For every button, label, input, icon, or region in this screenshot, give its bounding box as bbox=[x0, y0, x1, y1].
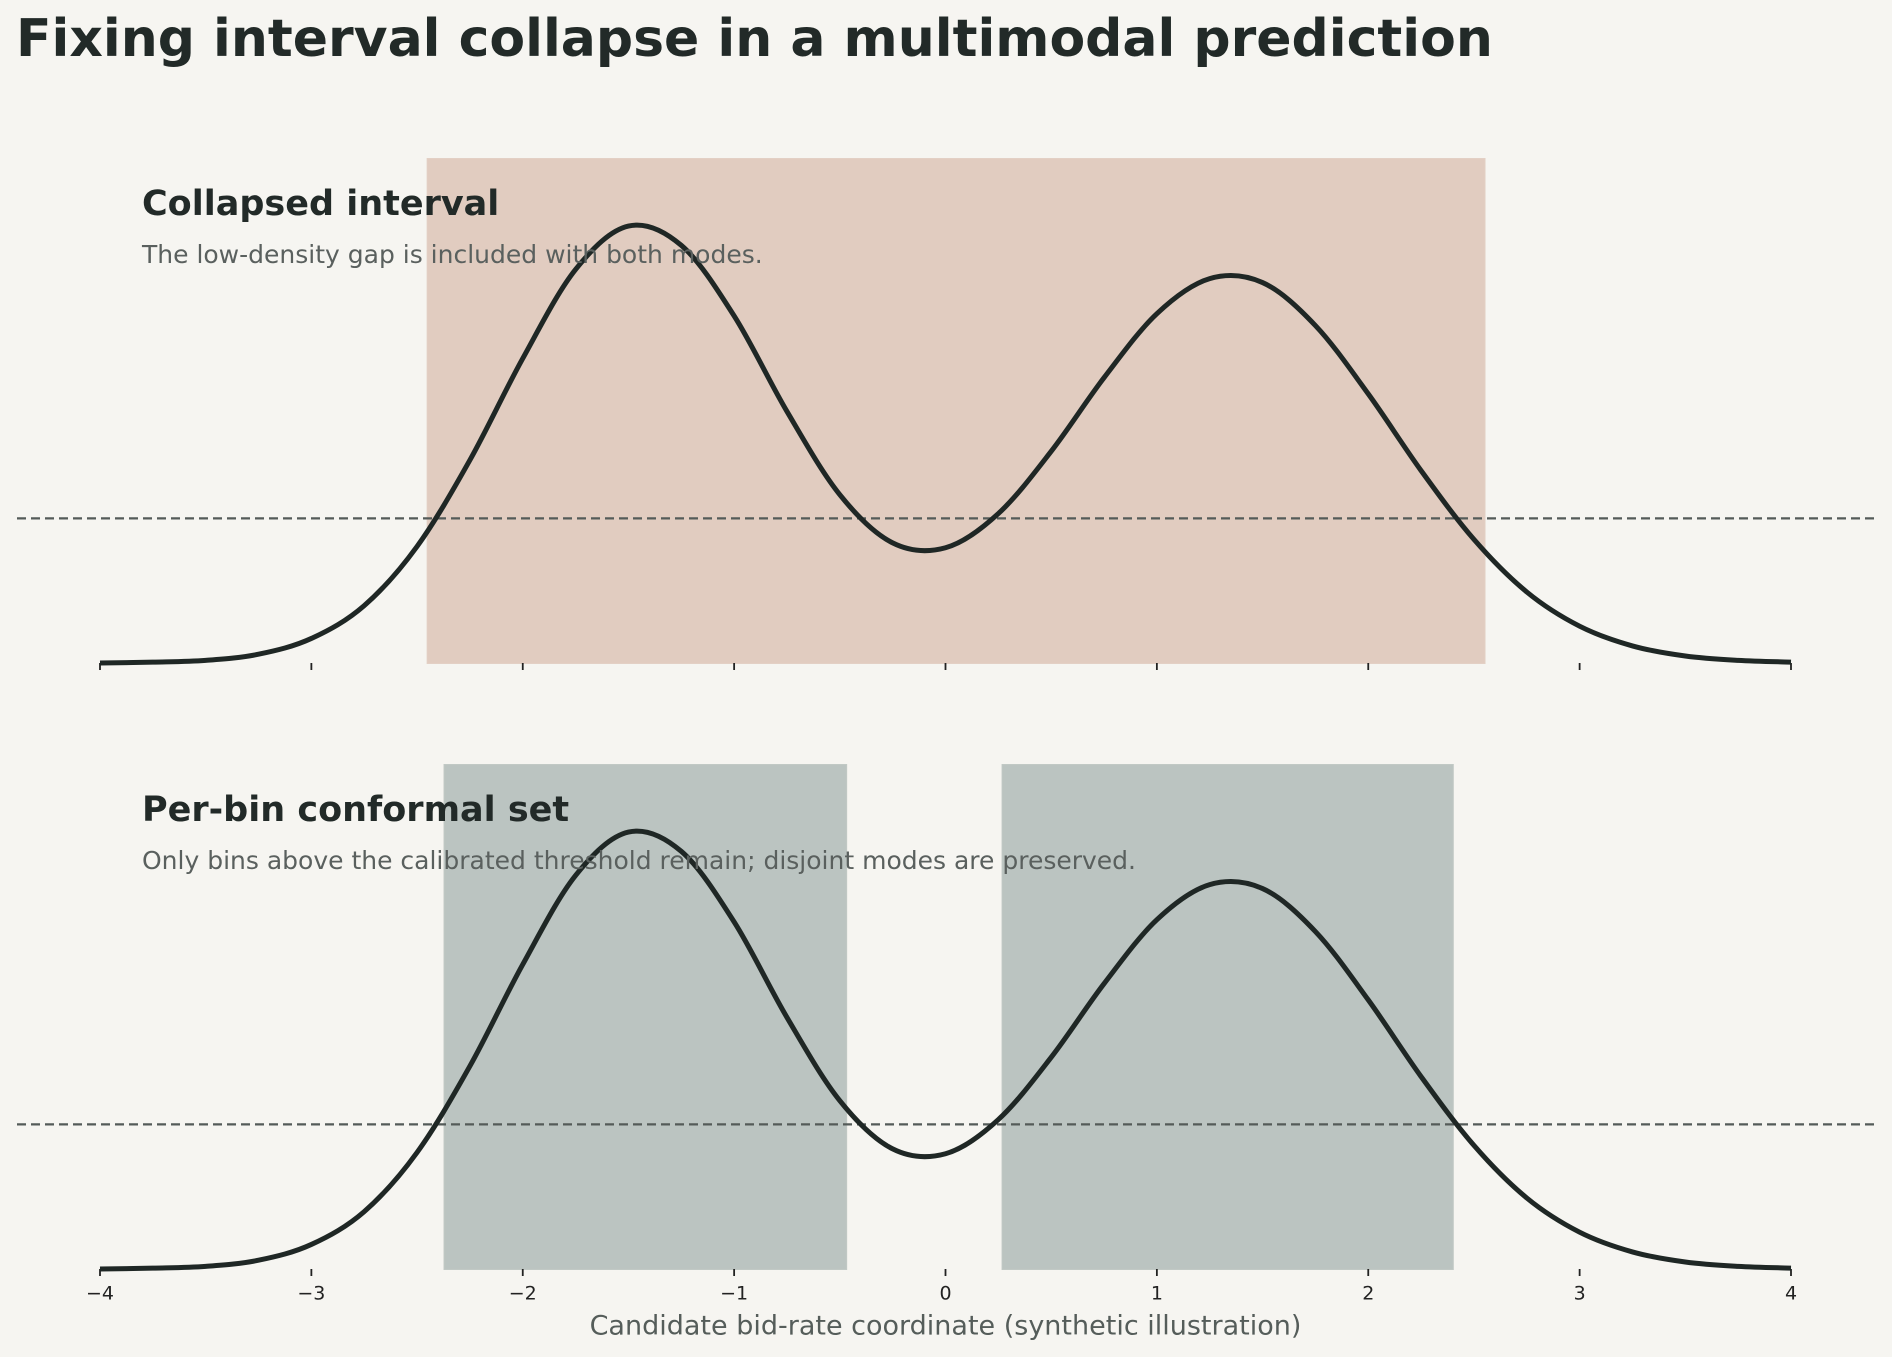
x-tick-label: −2 bbox=[509, 1283, 537, 1305]
x-tick-label: −1 bbox=[720, 1283, 748, 1305]
x-axis-label: Candidate bid-rate coordinate (synthetic… bbox=[590, 1311, 1302, 1342]
x-tick-label: −3 bbox=[297, 1283, 325, 1305]
x-tick-label: 2 bbox=[1362, 1283, 1374, 1305]
interval bbox=[426, 158, 1486, 664]
x-tick-label: 3 bbox=[1574, 1283, 1586, 1305]
x-tick-label: 1 bbox=[1151, 1283, 1163, 1305]
panel-subtitle: Only bins above the calibrated threshold… bbox=[142, 846, 1136, 875]
interval bbox=[443, 764, 848, 1270]
panel-subtitle: The low-density gap is included with bot… bbox=[141, 240, 763, 269]
x-tick-label: 4 bbox=[1785, 1283, 1797, 1305]
x-tick-label: −4 bbox=[86, 1283, 114, 1305]
density-curve bbox=[99, 828, 1792, 1272]
panel-title: Collapsed interval bbox=[142, 184, 499, 224]
panel-title: Per-bin conformal set bbox=[142, 790, 569, 830]
density-curve bbox=[99, 222, 1792, 666]
figure-title: Fixing interval collapse in a multimodal… bbox=[16, 9, 1493, 69]
x-tick-label: 0 bbox=[939, 1283, 951, 1305]
interval bbox=[1001, 764, 1454, 1270]
